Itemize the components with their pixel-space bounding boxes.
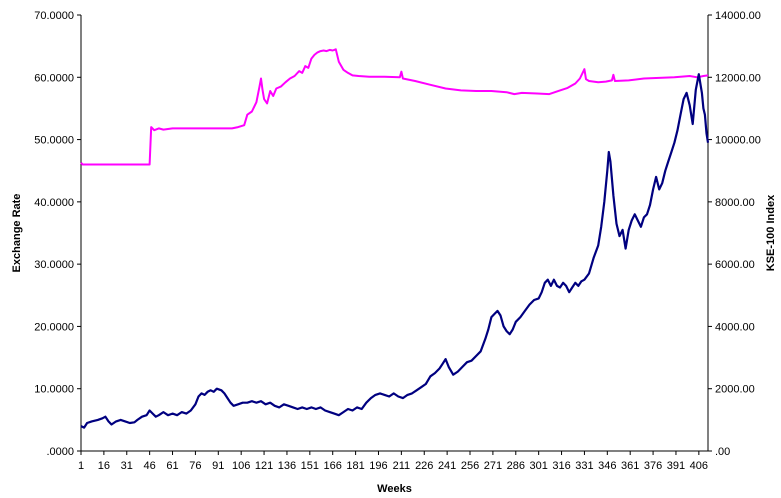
- x-tick-label: 151: [301, 460, 319, 472]
- exchange-rate-line: [80, 48, 709, 166]
- right-y-tick-label: 6000.00: [715, 259, 755, 271]
- left-y-tick-label: 40.0000: [34, 197, 74, 209]
- labels: 70.0000 60.0000 50.0000 40.0000 30.0000 20.00…: [11, 10, 777, 495]
- right-y-axis-title: KSE-100 Index: [765, 194, 777, 271]
- x-tick-label: 271: [484, 460, 502, 472]
- x-tick-label: 226: [415, 460, 433, 472]
- left-y-tick-label: .0000: [46, 446, 74, 458]
- right-y-tick-label: .00: [715, 446, 730, 458]
- x-tick-label: 406: [690, 460, 708, 472]
- x-tick-label: 1: [78, 460, 84, 472]
- axes: [77, 14, 712, 455]
- x-tick-label: 106: [232, 460, 250, 472]
- x-tick-label: 211: [393, 460, 411, 472]
- x-tick-label: 391: [667, 460, 685, 472]
- x-tick-label: 31: [121, 460, 133, 472]
- x-tick-label: 16: [98, 460, 110, 472]
- x-tick-label: 166: [324, 460, 342, 472]
- x-tick-label: 46: [144, 460, 156, 472]
- left-y-axis-title: Exchange Rate: [11, 194, 23, 273]
- x-tick-label: 196: [369, 460, 387, 472]
- left-y-tick-label: 20.0000: [34, 321, 74, 333]
- right-y-tick-label: 12000.00: [715, 72, 761, 84]
- x-tick-label: 256: [461, 460, 479, 472]
- right-y-tick-label: 4000.00: [715, 321, 755, 333]
- left-y-tick-label: 10.0000: [34, 384, 74, 396]
- x-tick-label: 136: [278, 460, 296, 472]
- x-axis-title: Weeks: [377, 483, 412, 495]
- kse-100-index-line: [80, 73, 710, 429]
- x-tick-label: 286: [507, 460, 525, 472]
- right-y-tick-label: 14000.00: [715, 10, 761, 22]
- x-tick-label: 241: [438, 460, 456, 472]
- x-tick-label: 76: [189, 460, 201, 472]
- x-tick-label: 361: [621, 460, 639, 472]
- x-tick-label: 121: [255, 460, 273, 472]
- x-tick-label: 301: [529, 460, 547, 472]
- left-y-tick-label: 70.0000: [34, 10, 74, 22]
- left-y-tick-label: 50.0000: [34, 135, 74, 147]
- x-tick-label: 376: [644, 460, 662, 472]
- x-tick-label: 346: [598, 460, 616, 472]
- series-layer: [80, 48, 710, 429]
- x-tick-label: 91: [212, 460, 224, 472]
- right-y-tick-label: 10000.00: [715, 135, 761, 147]
- left-y-tick-label: 60.0000: [34, 72, 74, 84]
- x-tick-label: 61: [166, 460, 178, 472]
- left-y-tick-label: 30.0000: [34, 259, 74, 271]
- x-tick-label: 181: [346, 460, 364, 472]
- right-y-tick-label: 2000.00: [715, 384, 755, 396]
- right-y-tick-label: 8000.00: [715, 197, 755, 209]
- x-tick-label: 331: [575, 460, 593, 472]
- x-tick-label: 316: [552, 460, 570, 472]
